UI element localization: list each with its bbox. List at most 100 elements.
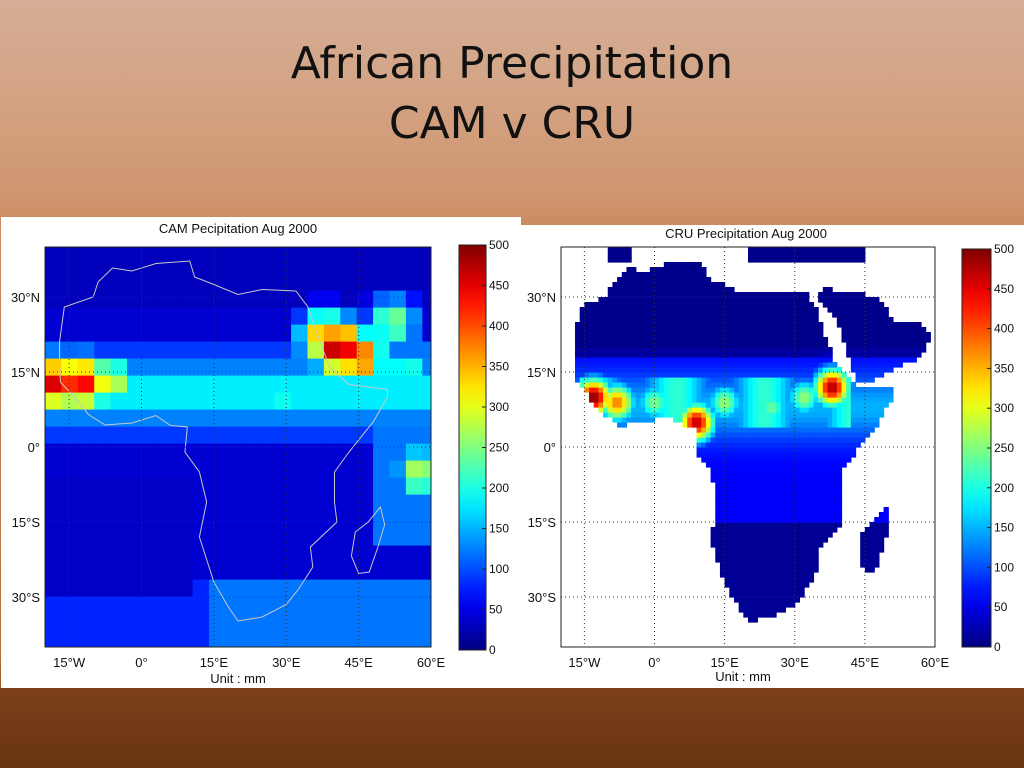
- cru-cell: [785, 472, 791, 478]
- cru-cell: [790, 602, 796, 608]
- cru-cell: [654, 352, 660, 358]
- cru-cell: [776, 497, 782, 503]
- cru-cell: [776, 512, 782, 518]
- cru-cell: [762, 542, 768, 548]
- cam-cell: [323, 256, 341, 274]
- cru-cell: [818, 517, 824, 523]
- cru-cell: [640, 382, 646, 388]
- cru-cell: [631, 352, 637, 358]
- cru-cell: [654, 342, 660, 348]
- cru-colorbar-tick-label: 250: [994, 441, 1014, 455]
- cru-cell: [804, 572, 810, 578]
- cam-cell: [127, 324, 145, 342]
- cru-cell: [883, 532, 889, 538]
- cru-cell: [729, 502, 735, 508]
- cru-cell: [864, 547, 871, 553]
- cru-cell: [673, 407, 679, 413]
- cru-cell: [804, 392, 810, 398]
- cam-cell: [422, 630, 431, 647]
- cru-cell: [850, 427, 857, 433]
- cru-cell: [762, 362, 768, 368]
- cru-cell: [813, 307, 819, 313]
- cru-cell: [748, 377, 754, 383]
- cru-cell: [860, 437, 866, 443]
- cru-cell: [710, 327, 716, 333]
- cru-cell: [808, 302, 815, 308]
- cam-cell: [241, 392, 259, 410]
- cru-colorbar-tick-label: 500: [994, 242, 1014, 256]
- cru-cell: [832, 457, 838, 463]
- cru-cell: [748, 477, 754, 483]
- cru-cell: [822, 437, 829, 443]
- cru-cell: [794, 427, 801, 433]
- cru-cell: [621, 332, 628, 338]
- cru-cell: [589, 302, 595, 308]
- cru-cell: [799, 432, 805, 438]
- cru-cell: [691, 292, 698, 298]
- cru-cell: [855, 417, 861, 423]
- cru-cell: [715, 407, 721, 413]
- cam-cell: [45, 307, 63, 325]
- cru-cell: [733, 587, 740, 593]
- cru-cell: [748, 402, 754, 408]
- cru-cell: [607, 347, 614, 353]
- cru-cell: [776, 377, 782, 383]
- cru-cell: [813, 422, 819, 428]
- cru-cell: [743, 477, 749, 483]
- cru-cell: [790, 292, 796, 298]
- cam-cell: [373, 562, 391, 580]
- cru-cell: [715, 462, 721, 468]
- cru-cell: [808, 407, 815, 413]
- cru-cell: [860, 312, 866, 318]
- cru-cell: [790, 252, 796, 258]
- cru-cell: [818, 492, 824, 498]
- cru-cell: [701, 427, 707, 433]
- cru-cell: [785, 352, 791, 358]
- cru-cell: [832, 497, 838, 503]
- cru-cell: [776, 487, 782, 493]
- cru-cell: [603, 372, 609, 378]
- cam-cell: [340, 426, 358, 444]
- cam-cell: [340, 562, 358, 580]
- cru-cell: [738, 522, 744, 528]
- cru-cell: [860, 302, 866, 308]
- cru-cell: [733, 317, 740, 323]
- cru-cell: [836, 367, 843, 373]
- cru-cell: [799, 427, 805, 433]
- cru-cell: [748, 372, 754, 378]
- cru-cell: [813, 432, 819, 438]
- cru-cell: [673, 377, 679, 383]
- cru-cell: [691, 312, 698, 318]
- cru-cell: [654, 357, 660, 363]
- cam-cell: [274, 392, 292, 410]
- cru-cell: [864, 537, 871, 543]
- cru-cell: [766, 607, 772, 613]
- cru-cell: [804, 327, 810, 333]
- cru-cell: [724, 367, 730, 373]
- cru-cell: [715, 297, 721, 303]
- cru-cell: [794, 367, 801, 373]
- cru-cell: [762, 457, 768, 463]
- cru-cell: [589, 392, 595, 398]
- cru-cell: [743, 582, 749, 588]
- cru-cell: [626, 312, 632, 318]
- cru-cell: [790, 567, 796, 573]
- cam-cell: [127, 511, 145, 529]
- cru-cell: [822, 452, 829, 458]
- cru-cell: [771, 402, 777, 408]
- cru-cell: [766, 467, 772, 473]
- cru-cell: [888, 327, 894, 333]
- cru-cell: [635, 302, 642, 308]
- cru-cell: [892, 327, 899, 333]
- cam-cell: [274, 528, 292, 546]
- cru-cell: [790, 502, 796, 508]
- cru-cell: [701, 452, 707, 458]
- cru-cell: [649, 312, 656, 318]
- cru-cell: [682, 322, 688, 328]
- cru-cell: [668, 372, 674, 378]
- cru-cell: [705, 317, 712, 323]
- cru-cell: [687, 317, 693, 323]
- cru-cell: [836, 492, 843, 498]
- cru-cell: [757, 392, 763, 398]
